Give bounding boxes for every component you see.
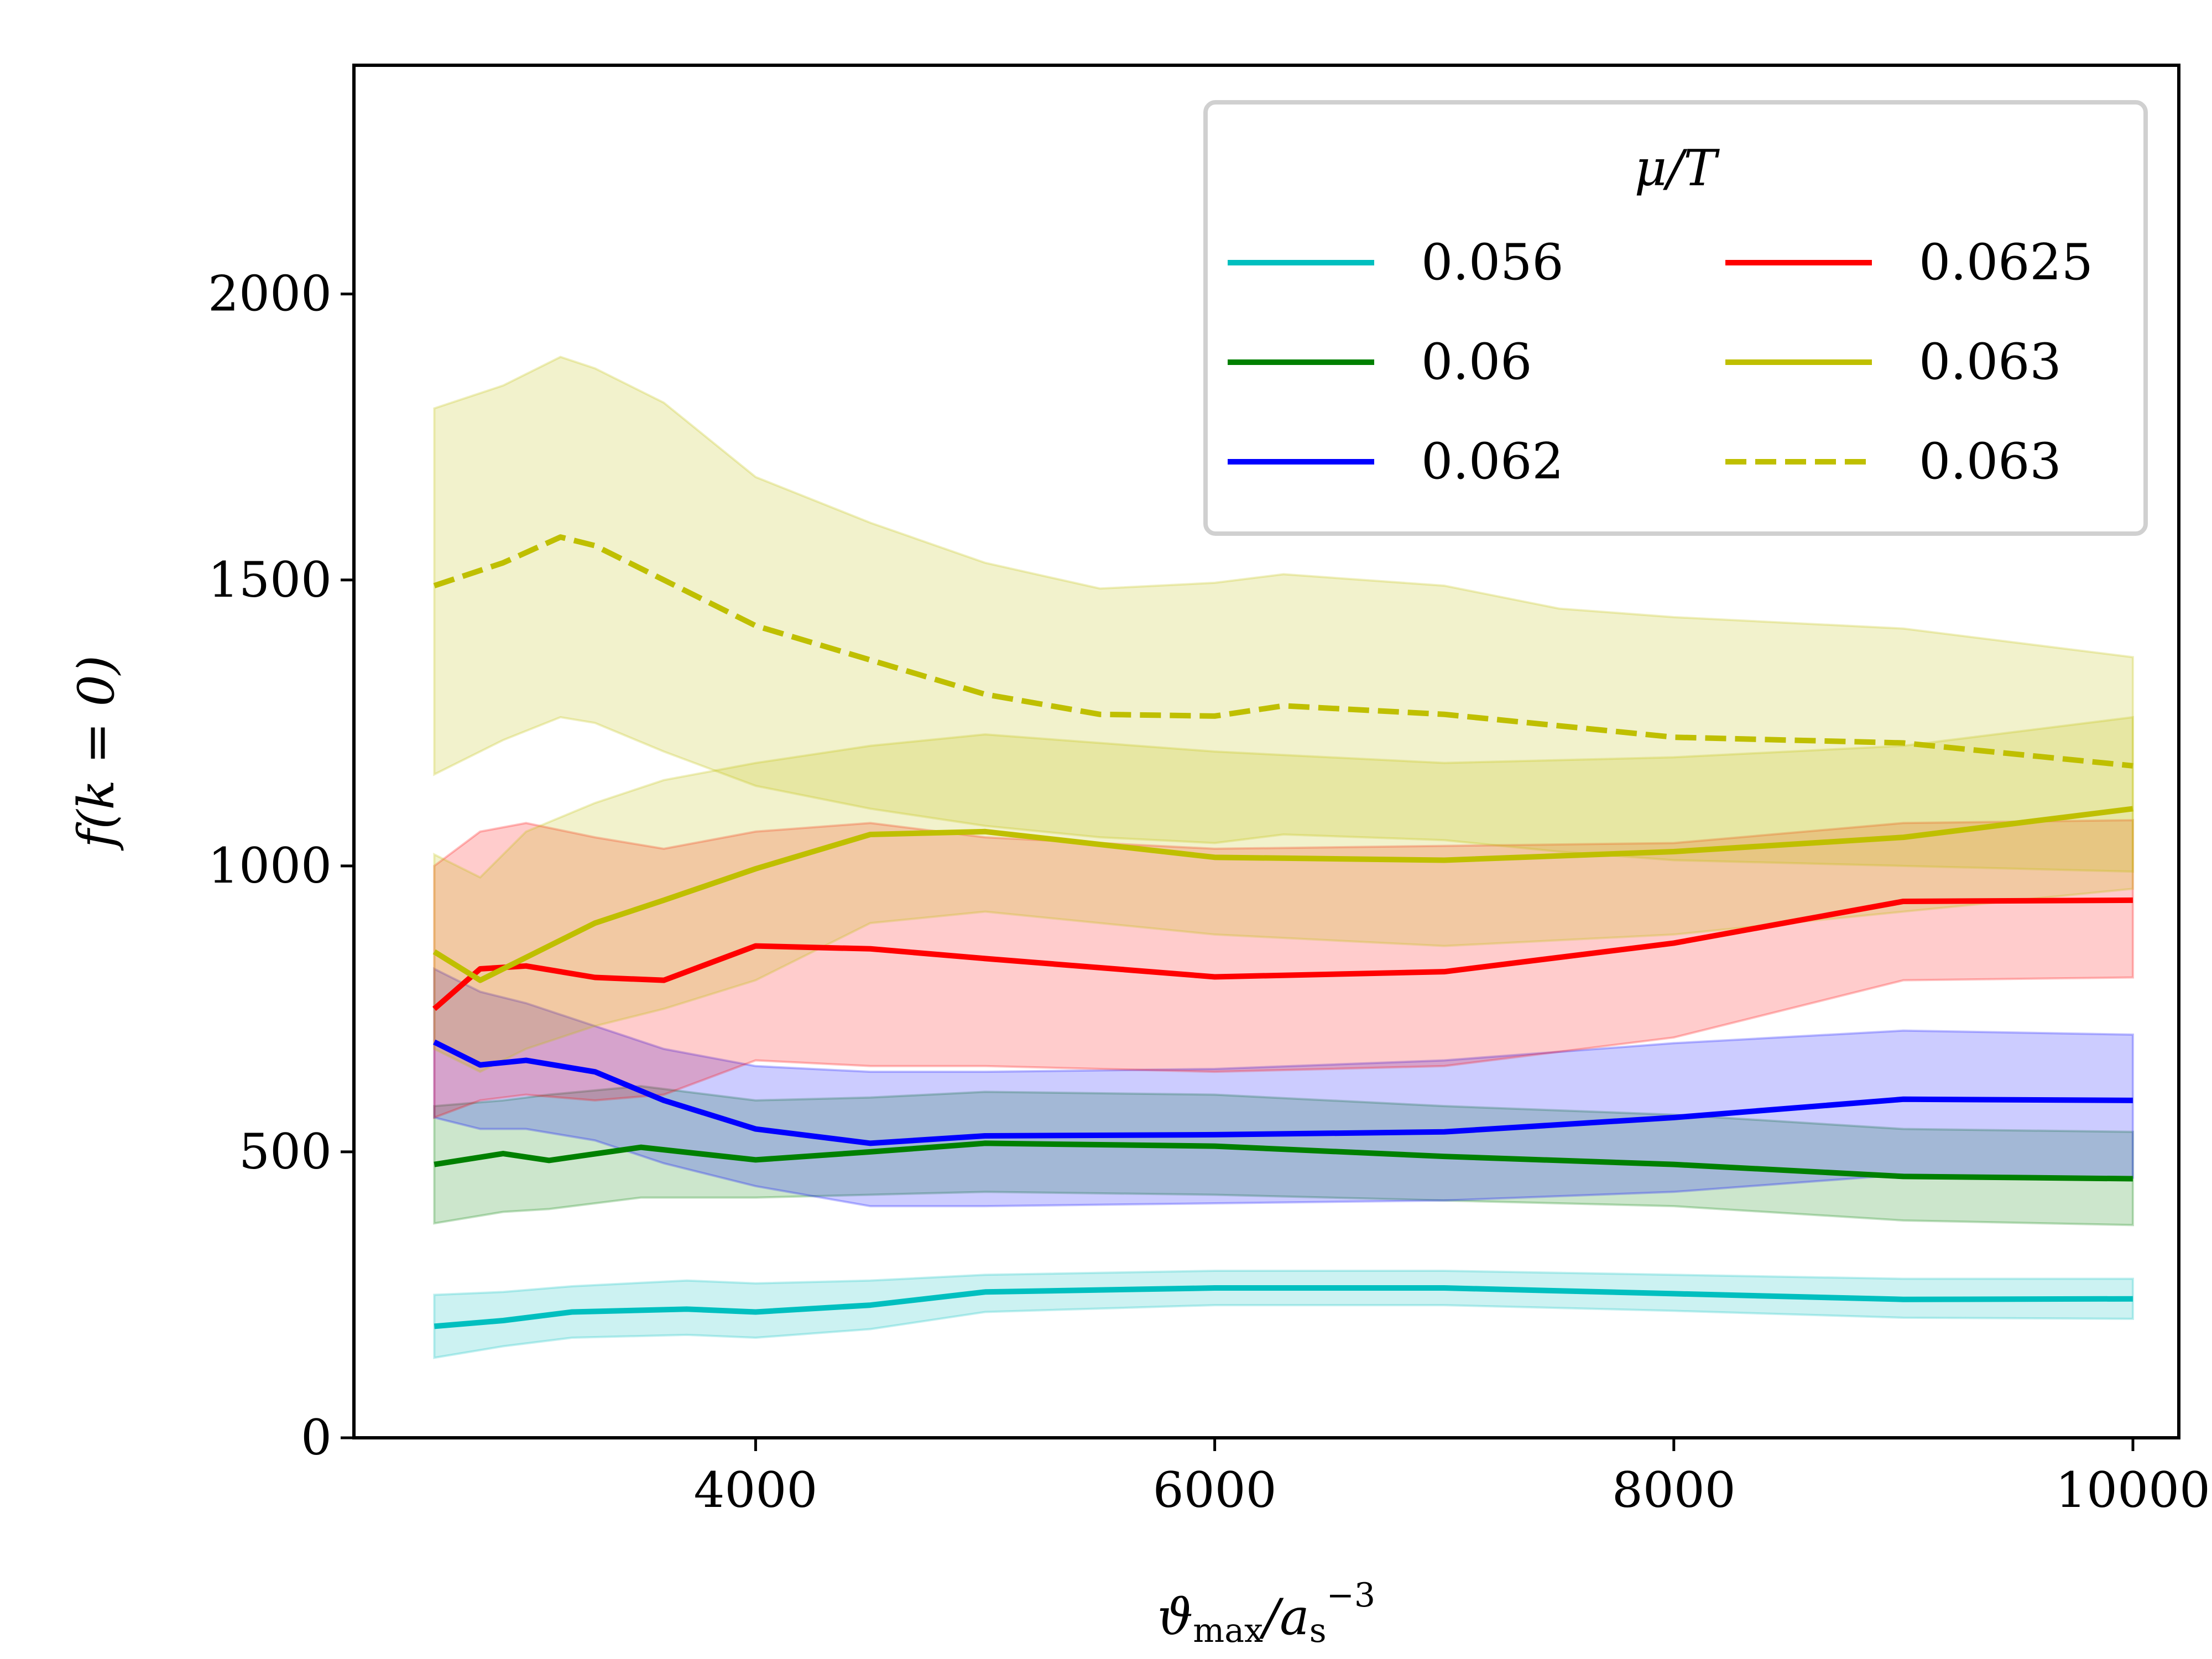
plot-frame (352, 64, 2180, 1439)
series-line-0 (434, 1285, 2133, 1329)
y-axis-ticks: 0 500 1000 1500 2000 (208, 265, 354, 1466)
y-tick-label: 1000 (208, 837, 332, 894)
series-line-1 (434, 1140, 2133, 1182)
x-tick-label: 8000 (1612, 1462, 1736, 1519)
legend-label-2: 0.062 (1421, 432, 1564, 491)
x-axis-label: ϑmax/as−3 (1157, 1576, 1375, 1650)
uncertainty-bands (433, 356, 2134, 1359)
legend-label-1: 0.06 (1421, 333, 1532, 391)
legend-label-3: 0.0625 (1919, 233, 2093, 291)
legend-label-4: 0.063 (1919, 333, 2062, 391)
legend-label-0: 0.056 (1421, 233, 1564, 291)
x-tick-label: 4000 (693, 1462, 817, 1519)
series-line-2 (433, 1039, 2133, 1146)
y-tick-label: 0 (301, 1409, 332, 1466)
x-tick-label: 10000 (2056, 1462, 2210, 1519)
series-band-3 (433, 819, 2134, 1119)
y-tick-label: 500 (239, 1123, 332, 1180)
series-line-4 (432, 806, 2133, 983)
legend-box (1203, 100, 2148, 536)
x-tick-label: 6000 (1153, 1462, 1277, 1519)
legend-items: 0.056 0.06 0.062 0.0625 0.063 0.063 (1228, 233, 2093, 491)
legend-title: μ/T (1635, 139, 1720, 197)
y-tick-label: 1500 (208, 551, 332, 608)
y-axis-label: f(k = 0) (67, 655, 126, 851)
series-line-3 (432, 897, 2133, 1011)
legend: μ/T 0.056 0.06 0.062 0.0625 0.063 0.063 (1203, 100, 2148, 536)
series-band-1 (433, 1084, 2134, 1227)
series-line-5 (433, 534, 2133, 769)
series-band-5 (433, 356, 2134, 873)
y-tick-label: 2000 (208, 265, 332, 322)
legend-label-5: 0.063 (1919, 432, 2062, 491)
x-axis-ticks: 4000 6000 8000 10000 (693, 1438, 2210, 1519)
series-band-4 (433, 716, 2134, 1073)
series-lines (432, 534, 2133, 1329)
